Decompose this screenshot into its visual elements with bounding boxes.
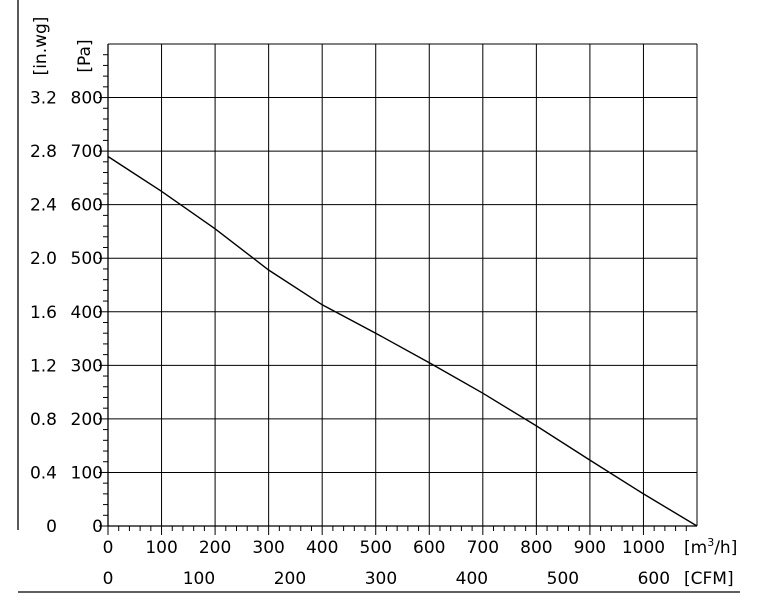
y-unit-label-inwg: [in.wg] <box>31 17 51 76</box>
x-unit-label-cfm: [CFM] <box>684 569 734 589</box>
y-tick-label-pa: 100 <box>71 463 103 483</box>
x-tick-label-m3h: 800 <box>520 538 552 558</box>
y-tick-label-inwg: 0.8 <box>30 410 57 430</box>
x-tick-label-m3h: 700 <box>467 538 499 558</box>
tick-labels: 001000.42000.83001.24001.65002.06002.470… <box>30 17 737 589</box>
x-tick-label-cfm: 200 <box>274 569 306 589</box>
grid <box>108 43 698 526</box>
x-tick-label-m3h: 500 <box>360 538 392 558</box>
y-tick-label-pa: 600 <box>71 196 103 216</box>
x-tick-label-cfm: 300 <box>365 569 397 589</box>
x-tick-label-m3h: 1000 <box>622 538 665 558</box>
y-tick-label-pa: 800 <box>71 89 103 109</box>
y-tick-label-pa: 400 <box>71 303 103 323</box>
y-tick-label-inwg: 3.2 <box>30 89 57 109</box>
x-tick-label-m3h: 0 <box>103 538 114 558</box>
axes <box>17 0 740 593</box>
y-tick-label-pa: 300 <box>71 356 103 376</box>
x-tick-label-m3h: 300 <box>252 538 284 558</box>
y-tick-label-inwg: 2.4 <box>30 196 57 216</box>
x-tick-label-m3h: 100 <box>145 538 177 558</box>
x-tick-label-m3h: 200 <box>199 538 231 558</box>
y-tick-label-inwg: 1.6 <box>30 303 57 323</box>
x-tick-label-m3h: 400 <box>306 538 338 558</box>
y-tick-label-inwg: 2.8 <box>30 142 57 162</box>
x-unit-label-m3h: [m3/h] <box>684 536 737 558</box>
performance-curve <box>107 155 698 527</box>
y-tick-label-pa: 0 <box>92 517 103 537</box>
y-tick-label-inwg: 0 <box>46 517 57 537</box>
x-tick-label-cfm: 400 <box>456 569 488 589</box>
y-tick-label-inwg: 2.0 <box>30 249 57 269</box>
performance-curve-layer <box>107 155 698 527</box>
x-tick-label-cfm: 0 <box>103 569 114 589</box>
y-tick-label-inwg: 0.4 <box>30 463 57 483</box>
y-tick-label-pa: 700 <box>71 142 103 162</box>
y-unit-label-pa: [Pa] <box>75 39 95 72</box>
y-tick-label-pa: 500 <box>71 249 103 269</box>
y-tick-label-inwg: 1.2 <box>30 356 57 376</box>
x-tick-label-m3h: 600 <box>413 538 445 558</box>
x-tick-label-m3h: 900 <box>574 538 606 558</box>
x-tick-label-cfm: 500 <box>547 569 579 589</box>
x-tick-label-cfm: 600 <box>638 569 670 589</box>
x-tick-label-cfm: 100 <box>183 569 215 589</box>
y-tick-label-pa: 200 <box>71 410 103 430</box>
